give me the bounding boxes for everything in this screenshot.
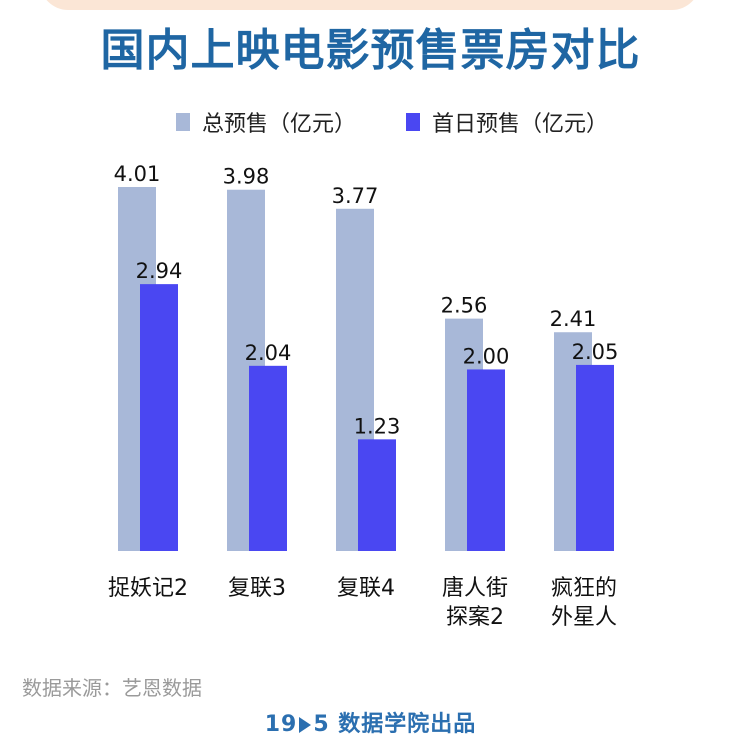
category-label-3-1: 探案2 — [446, 605, 504, 630]
legend-item-first-day: 首日预售（亿元） — [406, 106, 608, 138]
legend-label-first-day: 首日预售（亿元） — [432, 112, 609, 137]
legend-swatch-first-day — [406, 113, 421, 131]
value-label-total-0: 4.01 — [114, 162, 161, 186]
bar-first-day-4 — [576, 364, 614, 551]
value-label-total-3: 2.56 — [441, 294, 488, 318]
legend-item-total: 总预售（亿元） — [176, 106, 356, 138]
data-source: 数据来源：艺恩数据 — [22, 676, 202, 700]
bar-first-day-2 — [358, 439, 396, 551]
brand-text: 数据学院出品 — [338, 712, 477, 737]
category-label-4-0: 疯狂的 — [551, 576, 617, 601]
play-icon — [299, 717, 312, 733]
value-label-first-day-1: 2.04 — [245, 341, 292, 365]
bar-first-day-3 — [467, 369, 505, 551]
value-label-total-1: 3.98 — [223, 165, 270, 189]
legend-swatch-total — [176, 113, 190, 131]
value-label-first-day-4: 2.05 — [572, 340, 619, 364]
top-decoration — [40, 0, 700, 10]
bar-first-day-0 — [140, 284, 178, 551]
brand-logo-suffix: 5 — [313, 712, 330, 737]
brand-logo-prefix: 19 — [264, 712, 298, 737]
value-label-first-day-2: 1.23 — [354, 414, 401, 438]
value-label-total-2: 3.77 — [332, 184, 379, 208]
value-label-first-day-0: 2.94 — [136, 259, 183, 283]
value-label-total-4: 2.41 — [550, 307, 597, 331]
category-label-4-1: 外星人 — [551, 605, 617, 630]
category-label-2-0: 复联4 — [337, 576, 395, 601]
legend-label-total: 总预售（亿元） — [202, 112, 357, 137]
page-title: 国内上映电影预售票房对比 — [100, 25, 641, 76]
bar-chart: 4.01 2.94 捉妖记2 3.98 2.04 复联3 3.77 1.23 复联4 2.56 2.… — [108, 162, 619, 630]
category-label-0-0: 捉妖记2 — [108, 576, 188, 601]
legend: 总预售（亿元） 首日预售（亿元） — [176, 106, 648, 138]
bar-first-day-1 — [249, 365, 287, 551]
category-label-3-0: 唐人街 — [442, 576, 508, 601]
category-label-1-0: 复联3 — [228, 576, 286, 601]
brand-footer: 19 5 数据学院出品 — [0, 706, 741, 738]
value-label-first-day-3: 2.00 — [463, 344, 510, 368]
